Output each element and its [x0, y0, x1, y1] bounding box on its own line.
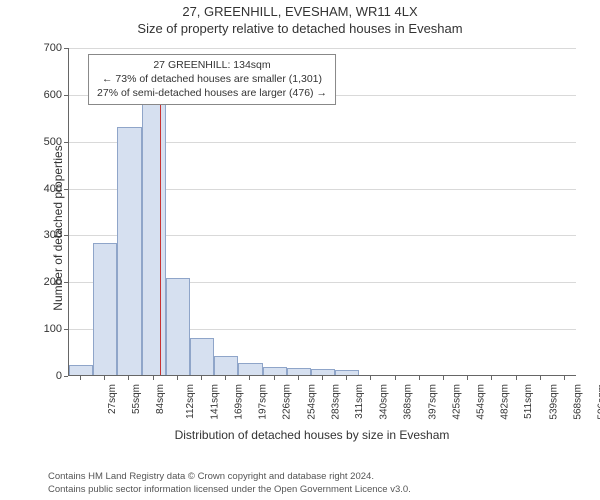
x-tick-mark — [395, 376, 396, 380]
y-tick-mark — [64, 95, 68, 96]
x-tick-label: 84sqm — [155, 384, 166, 414]
y-tick-mark — [64, 329, 68, 330]
histogram-bar — [287, 368, 311, 375]
x-tick-label: 55sqm — [131, 384, 142, 414]
x-tick-label: 226sqm — [282, 384, 293, 420]
histogram-bar — [335, 370, 359, 375]
page-title-subtitle: Size of property relative to detached ho… — [0, 21, 600, 36]
histogram-bar — [166, 278, 190, 375]
x-tick-mark — [274, 376, 275, 380]
y-tick-mark — [64, 142, 68, 143]
y-tick-mark — [64, 376, 68, 377]
annotation-larger: 27% of semi-detached houses are larger (… — [97, 86, 327, 100]
histogram-bar — [69, 365, 93, 375]
y-tick-label: 200 — [32, 276, 62, 288]
x-tick-label: 27sqm — [107, 384, 118, 414]
x-tick-mark — [249, 376, 250, 380]
y-tick-label: 700 — [32, 42, 62, 54]
x-tick-mark — [201, 376, 202, 380]
y-tick-label: 500 — [32, 136, 62, 148]
histogram-bar — [214, 356, 238, 375]
x-tick-mark — [443, 376, 444, 380]
x-tick-mark — [564, 376, 565, 380]
x-tick-label: 511sqm — [523, 384, 534, 419]
x-tick-label: 368sqm — [403, 384, 414, 420]
x-tick-mark — [419, 376, 420, 380]
annotation-property: 27 GREENHILL: 134sqm — [97, 58, 327, 72]
x-tick-label: 141sqm — [209, 384, 220, 420]
x-tick-mark — [80, 376, 81, 380]
histogram-bar — [311, 369, 335, 375]
x-tick-label: 254sqm — [306, 384, 317, 420]
x-tick-label: 425sqm — [451, 384, 462, 420]
x-tick-mark — [346, 376, 347, 380]
x-tick-label: 482sqm — [500, 384, 511, 420]
y-tick-label: 300 — [32, 229, 62, 241]
x-tick-mark — [491, 376, 492, 380]
x-tick-label: 340sqm — [379, 384, 390, 420]
x-tick-label: 397sqm — [427, 384, 438, 420]
x-axis-label: Distribution of detached houses by size … — [48, 428, 576, 442]
histogram-bar — [142, 82, 166, 375]
x-tick-mark — [467, 376, 468, 380]
y-tick-label: 100 — [32, 323, 62, 335]
x-tick-label: 454sqm — [476, 384, 487, 420]
histogram-bar — [190, 338, 214, 375]
x-tick-mark — [322, 376, 323, 380]
y-tick-mark — [64, 235, 68, 236]
x-tick-label: 596sqm — [596, 384, 600, 420]
x-tick-mark — [540, 376, 541, 380]
property-annotation-box: 27 GREENHILL: 134sqm ← 73% of detached h… — [88, 54, 336, 105]
x-tick-label: 169sqm — [234, 384, 245, 420]
y-tick-mark — [64, 189, 68, 190]
x-tick-label: 112sqm — [185, 384, 196, 419]
x-tick-mark — [225, 376, 226, 380]
histogram-bar — [117, 127, 141, 375]
x-tick-mark — [104, 376, 105, 380]
footer-line1: Contains HM Land Registry data © Crown c… — [48, 471, 590, 483]
page-title-address: 27, GREENHILL, EVESHAM, WR11 4LX — [0, 4, 600, 19]
y-tick-mark — [64, 282, 68, 283]
x-tick-label: 311sqm — [354, 384, 365, 419]
x-tick-mark — [177, 376, 178, 380]
x-tick-label: 568sqm — [572, 384, 583, 420]
histogram-bar — [263, 367, 287, 375]
histogram-bar — [238, 363, 262, 375]
footer-line2: Contains public sector information licen… — [48, 484, 590, 496]
y-tick-label: 600 — [32, 89, 62, 101]
grid-line — [69, 48, 576, 49]
x-tick-mark — [153, 376, 154, 380]
footer-attribution: Contains HM Land Registry data © Crown c… — [48, 471, 590, 496]
x-tick-mark — [128, 376, 129, 380]
annotation-smaller: ← 73% of detached houses are smaller (1,… — [97, 72, 327, 86]
y-tick-mark — [64, 48, 68, 49]
x-tick-label: 197sqm — [258, 384, 269, 420]
y-tick-label: 0 — [32, 370, 62, 382]
x-tick-mark — [298, 376, 299, 380]
property-marker-line — [160, 82, 161, 375]
x-tick-mark — [516, 376, 517, 380]
x-tick-mark — [370, 376, 371, 380]
y-tick-label: 400 — [32, 183, 62, 195]
histogram-bar — [93, 243, 117, 375]
x-tick-label: 283sqm — [330, 384, 341, 420]
x-tick-label: 539sqm — [548, 384, 559, 420]
